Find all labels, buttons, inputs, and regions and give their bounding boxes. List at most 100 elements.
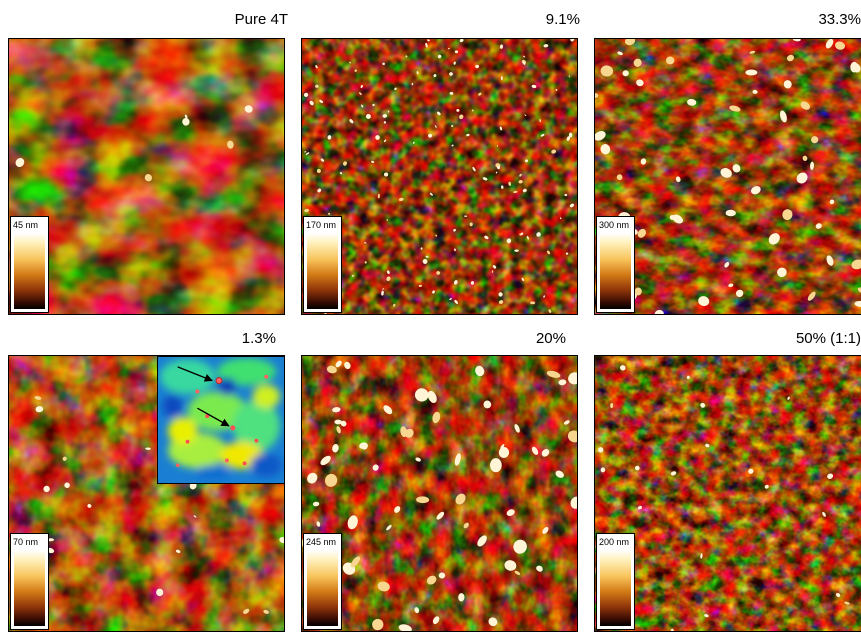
surface-feature	[304, 208, 310, 213]
surface-feature	[748, 468, 754, 474]
surface-feature	[422, 259, 428, 264]
height-scale-label: 70 nm	[13, 537, 39, 547]
surface-feature	[394, 87, 397, 91]
surface-feature	[810, 161, 815, 170]
phase-inset-image	[157, 356, 284, 484]
surface-feature	[464, 215, 468, 217]
height-scale-label: 300 nm	[599, 220, 630, 230]
surface-feature	[319, 99, 324, 104]
afm-height-map	[595, 39, 861, 314]
surface-feature	[315, 84, 319, 88]
surface-feature	[543, 44, 549, 48]
surface-feature	[372, 103, 375, 107]
surface-feature	[360, 84, 363, 88]
surface-feature	[472, 166, 476, 172]
surface-feature	[34, 396, 42, 400]
surface-feature	[570, 39, 575, 42]
surface-feature	[87, 504, 92, 508]
surface-feature	[364, 261, 367, 264]
height-scale-bar: 245 nm	[303, 533, 342, 630]
surface-feature	[555, 88, 558, 91]
surface-feature	[425, 255, 429, 258]
surface-feature	[498, 292, 503, 297]
surface-feature	[470, 281, 475, 285]
surface-feature	[600, 467, 606, 473]
surface-feature	[145, 447, 151, 450]
surface-feature	[35, 406, 44, 413]
surface-feature	[458, 593, 465, 602]
surface-feature	[432, 411, 441, 424]
surface-feature	[415, 457, 421, 462]
surface-feature	[144, 173, 153, 182]
surface-feature	[811, 136, 819, 144]
surface-feature	[400, 426, 408, 438]
surface-feature	[536, 565, 543, 572]
surface-feature	[536, 232, 541, 237]
surface-feature	[570, 496, 577, 509]
afm-height-map	[302, 356, 577, 631]
surface-feature	[566, 136, 571, 141]
surface-feature	[449, 92, 454, 95]
surface-feature	[412, 141, 415, 144]
surface-feature	[563, 420, 570, 425]
surface-feature	[786, 54, 795, 62]
height-color-gradient	[307, 550, 338, 626]
surface-feature	[497, 166, 501, 170]
surface-feature	[499, 126, 503, 131]
surface-feature	[519, 173, 522, 177]
surface-feature	[495, 171, 498, 174]
surface-feature	[700, 402, 706, 408]
surface-feature	[531, 84, 537, 89]
surface-feature	[512, 190, 518, 194]
surface-feature	[317, 188, 322, 193]
surface-feature	[787, 396, 790, 400]
surface-feature	[383, 139, 387, 143]
surface-feature	[316, 168, 321, 174]
surface-feature	[469, 222, 473, 227]
surface-feature	[325, 473, 338, 487]
surface-feature	[437, 54, 442, 59]
surface-feature	[326, 365, 337, 374]
surface-feature	[506, 238, 512, 244]
surface-feature	[488, 617, 498, 627]
surface-feature	[411, 82, 414, 86]
surface-feature	[332, 407, 341, 413]
surface-feature	[522, 188, 527, 193]
surface-feature	[15, 157, 25, 168]
surface-feature	[354, 69, 357, 72]
afm-image-9-1: 170 nm	[301, 38, 578, 315]
surface-feature	[482, 177, 488, 181]
surface-feature	[499, 44, 503, 49]
surface-feature	[398, 624, 412, 631]
afm-image-50: 200 nm	[594, 355, 861, 632]
surface-feature	[619, 365, 626, 371]
surface-feature	[349, 119, 354, 124]
surface-feature	[616, 174, 623, 181]
surface-feature	[725, 209, 736, 217]
height-color-gradient	[307, 233, 338, 309]
surface-feature	[514, 249, 519, 252]
height-scale-bar: 70 nm	[10, 533, 49, 630]
surface-feature	[455, 493, 466, 505]
surface-feature	[506, 509, 515, 517]
surface-feature	[672, 214, 683, 224]
surface-feature	[539, 119, 541, 123]
surface-feature	[303, 92, 309, 98]
surface-feature	[518, 180, 523, 184]
surface-feature	[598, 447, 604, 453]
surface-feature	[514, 570, 521, 576]
surface-feature	[698, 296, 710, 307]
surface-feature	[372, 464, 379, 471]
height-scale-bar: 170 nm	[303, 216, 342, 313]
surface-feature	[350, 556, 361, 568]
surface-feature	[332, 443, 339, 453]
surface-feature	[398, 197, 404, 202]
surface-feature	[546, 370, 561, 378]
surface-feature	[835, 41, 846, 50]
surface-feature	[483, 400, 492, 409]
surface-feature	[433, 74, 437, 78]
surface-feature	[47, 538, 55, 542]
surface-feature	[438, 572, 446, 579]
surface-feature	[43, 485, 50, 493]
surface-feature	[700, 553, 703, 559]
